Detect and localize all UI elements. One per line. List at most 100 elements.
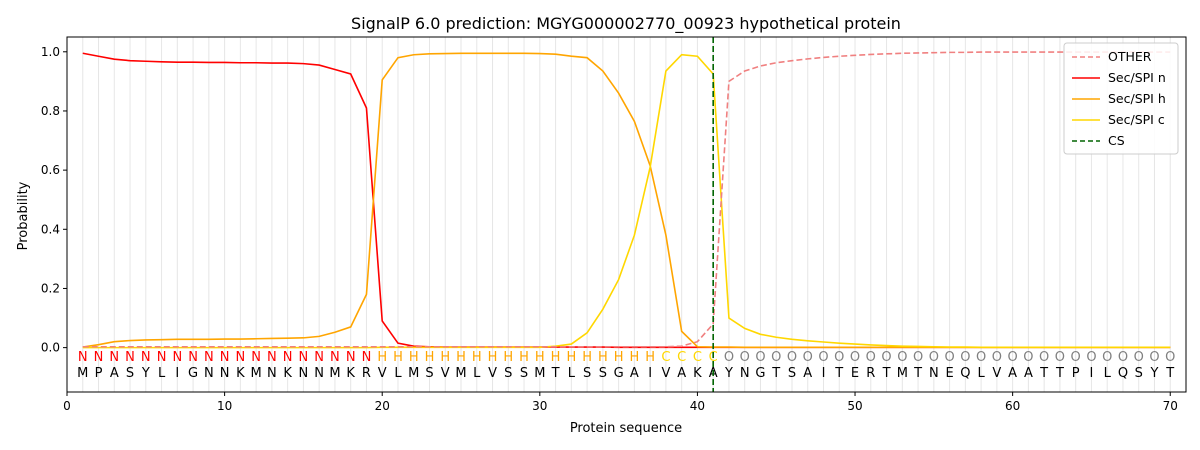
region-label: N (220, 350, 230, 365)
region-label: O (1086, 350, 1096, 365)
region-label: O (1055, 350, 1065, 365)
region-label: O (929, 350, 939, 365)
x-tick-label: 30 (532, 399, 547, 413)
region-label: N (125, 350, 135, 365)
residue-label: N (740, 366, 750, 381)
region-label: O (866, 350, 876, 365)
residue-label: K (693, 366, 702, 381)
region-label: O (787, 350, 797, 365)
region-label: H (409, 350, 419, 365)
residue-label: M (534, 366, 545, 381)
series-line-other (82, 51, 1171, 348)
residue-label: T (1165, 366, 1174, 381)
region-label: O (818, 350, 828, 365)
region-label: N (157, 350, 167, 365)
residue-label: M (408, 366, 419, 381)
region-label: N (172, 350, 182, 365)
residue-label: K (283, 366, 292, 381)
region-label: H (535, 350, 545, 365)
residue-label: E (945, 366, 953, 381)
residue-label: N (204, 366, 214, 381)
residue-label: S (504, 366, 512, 381)
region-label: H (425, 350, 435, 365)
region-label: N (188, 350, 198, 365)
residue-label: A (803, 366, 812, 381)
legend-label: Sec/SPI c (1108, 112, 1165, 127)
region-label: O (724, 350, 734, 365)
x-tick-label: 60 (1005, 399, 1020, 413)
region-label: H (472, 350, 482, 365)
residue-label: T (882, 366, 891, 381)
region-label: O (740, 350, 750, 365)
region-label: O (1071, 350, 1081, 365)
residue-label: G (188, 366, 198, 381)
plot-frame (66, 36, 1187, 393)
residue-label: L (473, 366, 481, 381)
region-label: H (519, 350, 529, 365)
residue-label: Y (724, 366, 733, 381)
y-tick-label: 0.4 (41, 222, 60, 236)
region-label: O (1023, 350, 1033, 365)
region-label: H (645, 350, 655, 365)
series-line-sec-spi-h (82, 52, 1171, 349)
residue-label: S (599, 366, 607, 381)
residue-label: L (977, 366, 985, 381)
residue-label: I (175, 366, 179, 381)
residue-label: V (992, 366, 1001, 381)
y-axis-label: Probability (16, 181, 31, 250)
region-label: H (551, 350, 561, 365)
residue-label: Y (1150, 366, 1159, 381)
region-label: H (614, 350, 624, 365)
region-label: H (503, 350, 513, 365)
region-label: O (913, 350, 923, 365)
region-label: O (1134, 350, 1144, 365)
residue-label: K (346, 366, 355, 381)
region-label: O (834, 350, 844, 365)
residue-label: M (77, 366, 88, 381)
region-label: H (456, 350, 466, 365)
residue-label: A (630, 366, 639, 381)
y-tick-label: 0.0 (41, 341, 60, 355)
residue-label: G (755, 366, 765, 381)
region-label: H (566, 350, 576, 365)
region-label: O (944, 350, 954, 365)
region-label: H (393, 350, 403, 365)
residue-label: T (1055, 366, 1064, 381)
residue-label: V (378, 366, 387, 381)
residue-label: A (677, 366, 686, 381)
residue-label: I (1090, 366, 1094, 381)
x-tick-label: 50 (847, 399, 862, 413)
region-label: N (330, 350, 340, 365)
y-tick-label: 1.0 (41, 45, 60, 59)
region-label: N (78, 350, 88, 365)
region-label: C (693, 350, 702, 365)
residue-label: L (568, 366, 576, 381)
region-label: O (771, 350, 781, 365)
region-label: O (881, 350, 891, 365)
residue-label: M (329, 366, 340, 381)
region-label: O (850, 350, 860, 365)
x-tick-label: 10 (217, 399, 232, 413)
residue-label: R (866, 366, 875, 381)
x-tick-label: 0 (63, 399, 71, 413)
residue-label: P (95, 366, 103, 381)
residue-label: I (822, 366, 826, 381)
residue-label: N (299, 366, 309, 381)
region-label: O (1149, 350, 1159, 365)
x-axis-label: Protein sequence (570, 421, 682, 436)
chart-title: SignalP 6.0 prediction: MGYG000002770_00… (351, 14, 901, 34)
residue-label: L (1104, 366, 1112, 381)
region-label: O (976, 350, 986, 365)
region-label: N (94, 350, 104, 365)
region-label: N (346, 350, 356, 365)
region-label: O (1118, 350, 1128, 365)
residue-label: N (267, 366, 277, 381)
residue-label: S (583, 366, 591, 381)
residue-label: A (110, 366, 119, 381)
region-label: H (440, 350, 450, 365)
residue-label: Q (960, 366, 970, 381)
residue-label: K (236, 366, 245, 381)
residue-label: S (1135, 366, 1143, 381)
